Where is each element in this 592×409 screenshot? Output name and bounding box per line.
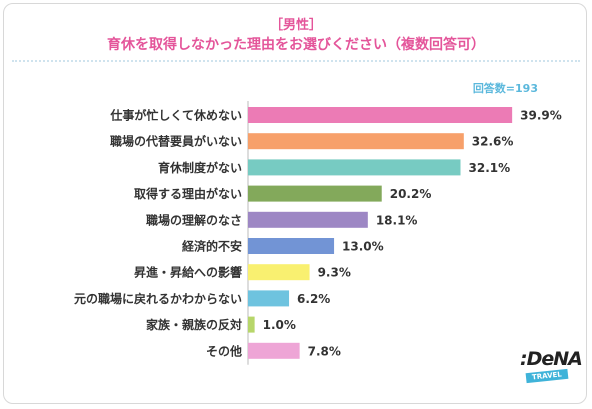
bar-10	[248, 342, 300, 359]
chart-title: 育休を取得しなかった理由をお選びください（複数回答可）	[107, 37, 485, 53]
value-label: 18.1%	[376, 213, 418, 227]
chart-frame	[3, 3, 587, 404]
value-label: 1.0%	[263, 318, 296, 332]
category-label: 仕事が忙しくて休めない	[109, 108, 242, 123]
value-label: 13.0%	[342, 240, 384, 254]
value-label: 7.8%	[308, 344, 341, 358]
respondent-count: 回答数=193	[472, 82, 538, 95]
category-label: 家族・親族の反対	[146, 317, 242, 332]
category-label: 取得する理由がない	[134, 186, 242, 201]
bar-8	[248, 290, 290, 307]
bar-3	[248, 159, 461, 176]
value-label: 32.1%	[469, 161, 511, 175]
value-label: 6.2%	[297, 292, 330, 306]
value-label: 9.3%	[318, 266, 351, 280]
category-label: 昇進・昇給への影響	[134, 265, 242, 280]
category-label: 職場の代替要員がいない	[110, 134, 242, 149]
logo-brand: :DeNA	[520, 348, 583, 370]
category-label: 元の職場に戻れるかわからない	[74, 291, 242, 306]
bar-9	[248, 316, 255, 333]
category-label: 育休制度がない	[158, 160, 242, 175]
category-label: 職場の理解のなさ	[146, 212, 242, 227]
bar-4	[248, 185, 382, 202]
category-label: 経済的不安	[182, 239, 242, 254]
bar-6	[248, 238, 335, 254]
bar-1	[248, 107, 513, 123]
value-label: 20.2%	[390, 187, 432, 201]
segment-label: ［男性］	[269, 18, 322, 33]
bar-5	[248, 211, 368, 228]
category-label: その他	[206, 343, 242, 358]
bar-7	[248, 264, 310, 281]
dena-travel-logo: :DeNA TRAVEL	[520, 348, 583, 390]
logo-sub: TRAVEL	[525, 368, 569, 384]
bar-2	[248, 133, 464, 150]
value-label: 32.6%	[472, 135, 514, 149]
value-label: 39.9%	[520, 109, 562, 123]
dotted-divider	[12, 60, 580, 62]
